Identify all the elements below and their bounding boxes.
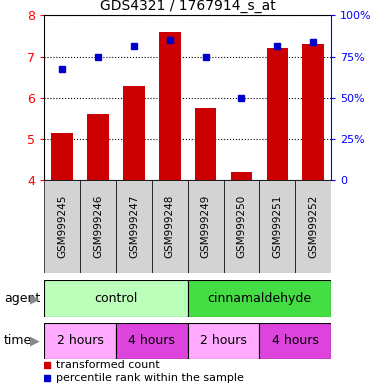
Text: GSM999250: GSM999250: [236, 195, 246, 258]
Text: 2 hours: 2 hours: [57, 334, 104, 347]
Text: GSM999245: GSM999245: [57, 195, 67, 258]
Bar: [188, 323, 259, 359]
Bar: [303, 44, 324, 180]
Text: GSM999251: GSM999251: [272, 195, 282, 258]
Bar: [159, 32, 181, 180]
Bar: [87, 114, 109, 180]
Text: GSM999246: GSM999246: [93, 195, 103, 258]
Bar: [231, 172, 252, 180]
Text: time: time: [4, 334, 32, 347]
Bar: [188, 280, 331, 317]
Bar: [44, 180, 80, 273]
Bar: [195, 108, 216, 180]
Bar: [116, 323, 188, 359]
Text: percentile rank within the sample: percentile rank within the sample: [56, 373, 244, 383]
Text: 4 hours: 4 hours: [128, 334, 175, 347]
Text: 2 hours: 2 hours: [200, 334, 247, 347]
Bar: [152, 180, 188, 273]
Bar: [188, 180, 224, 273]
Bar: [44, 323, 116, 359]
Text: transformed count: transformed count: [56, 360, 159, 370]
Bar: [224, 180, 259, 273]
Bar: [123, 86, 145, 180]
Bar: [52, 133, 73, 180]
Bar: [116, 180, 152, 273]
Text: GSM999249: GSM999249: [201, 195, 211, 258]
Bar: [44, 280, 188, 317]
Title: GDS4321 / 1767914_s_at: GDS4321 / 1767914_s_at: [100, 0, 276, 13]
Text: ▶: ▶: [30, 334, 39, 347]
Text: GSM999247: GSM999247: [129, 195, 139, 258]
Text: cinnamaldehyde: cinnamaldehyde: [208, 292, 311, 305]
Bar: [266, 48, 288, 180]
Bar: [259, 323, 331, 359]
Text: GSM999248: GSM999248: [165, 195, 175, 258]
Text: ▶: ▶: [30, 292, 39, 305]
Text: agent: agent: [4, 292, 40, 305]
Text: GSM999252: GSM999252: [308, 195, 318, 258]
Bar: [295, 180, 331, 273]
Bar: [259, 180, 295, 273]
Text: 4 hours: 4 hours: [272, 334, 319, 347]
Bar: [80, 180, 116, 273]
Text: control: control: [94, 292, 138, 305]
